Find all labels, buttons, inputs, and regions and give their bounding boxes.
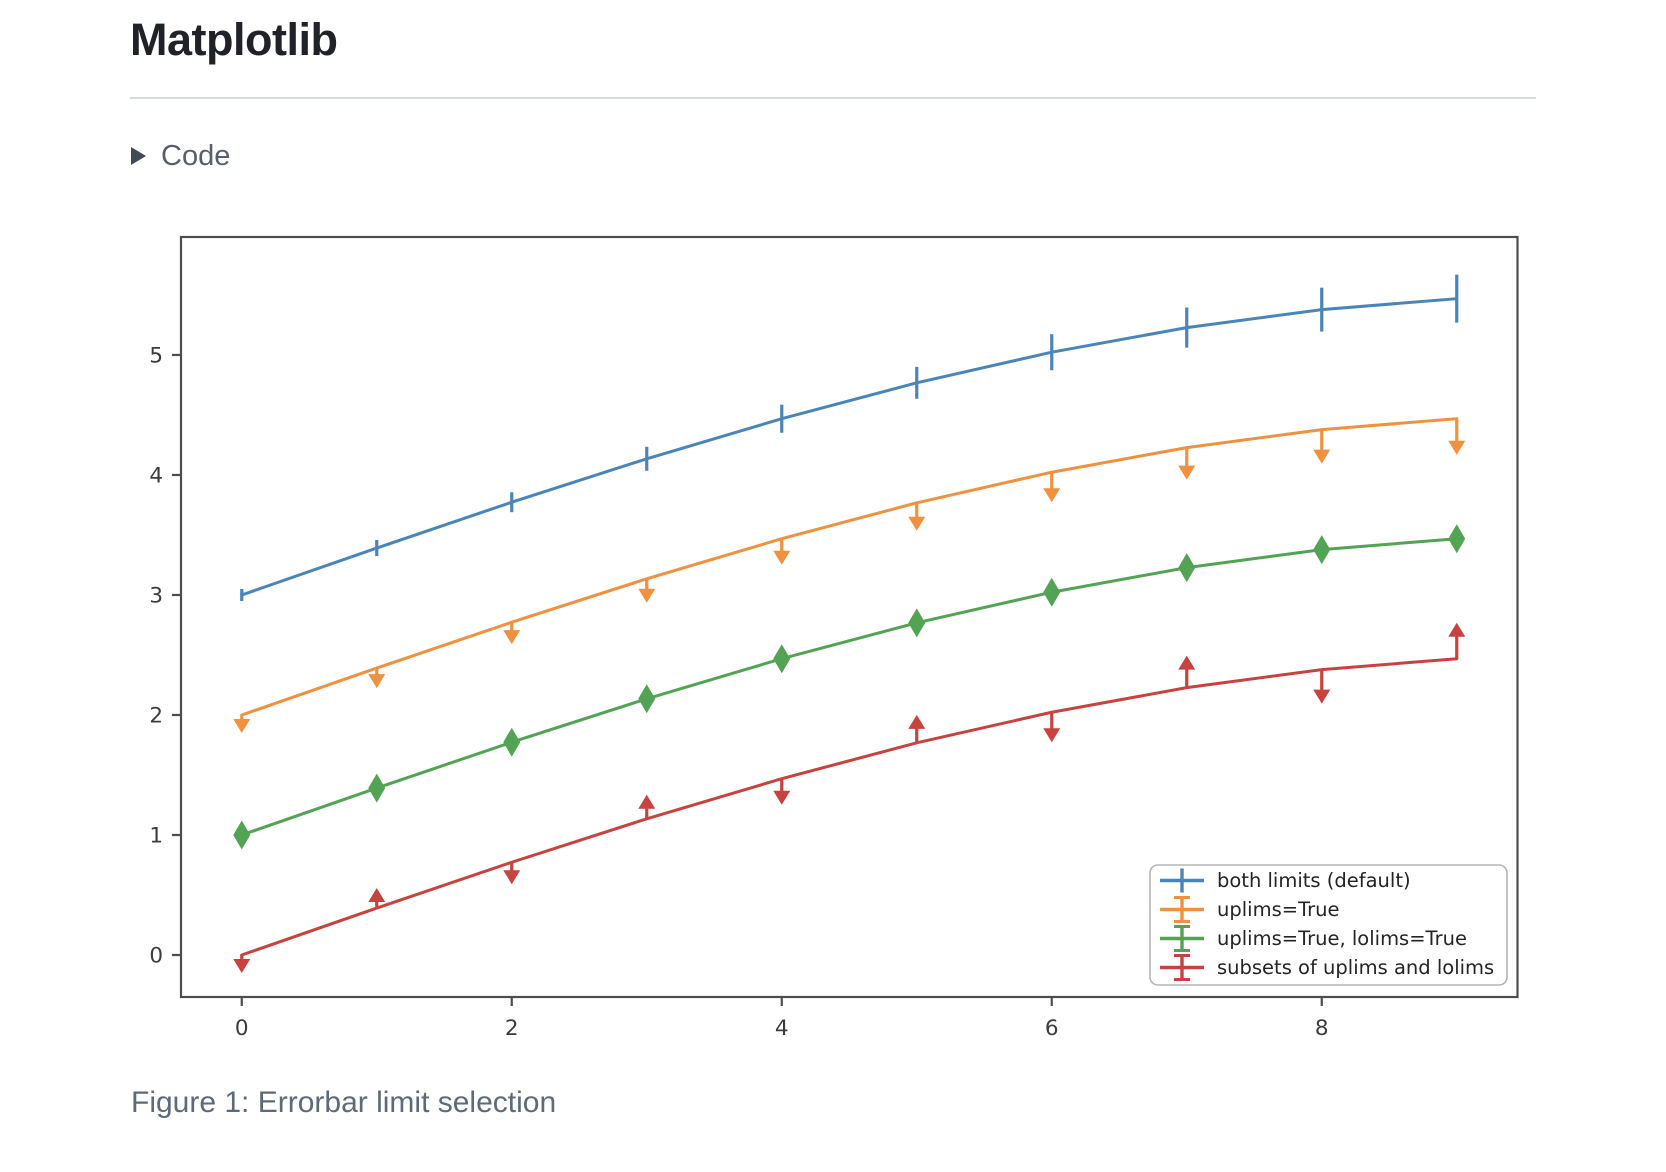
x-tick-label: 8 bbox=[1315, 1016, 1329, 1041]
diamond-marker bbox=[1043, 577, 1061, 607]
diamond-marker bbox=[908, 608, 926, 638]
legend-entry: subsets of uplims and lolims bbox=[1160, 954, 1494, 981]
figure-caption: Figure 1: Errorbar limit selection bbox=[131, 1086, 557, 1119]
down-arrow-icon bbox=[503, 870, 521, 885]
code-toggle-label: Code bbox=[161, 139, 231, 172]
down-arrow-icon bbox=[908, 516, 926, 531]
series-line bbox=[240, 537, 1459, 837]
y-axis: 0 1 2 3 4 5 bbox=[149, 343, 181, 968]
down-arrow-icon bbox=[773, 550, 791, 565]
legend-box bbox=[1149, 864, 1508, 986]
diamond-marker bbox=[1448, 524, 1466, 554]
diamond-marker bbox=[368, 773, 386, 803]
legend-label: uplims=True bbox=[1217, 898, 1339, 921]
x-tick-label: 2 bbox=[505, 1016, 519, 1041]
y-tick-label: 1 bbox=[149, 823, 163, 848]
code-toggle[interactable]: Code bbox=[131, 138, 230, 174]
down-arrow-icon bbox=[1313, 689, 1331, 704]
page-title: Matplotlib bbox=[130, 14, 338, 65]
x-tick-label: 4 bbox=[775, 1016, 789, 1041]
down-arrow-icon bbox=[368, 674, 386, 689]
y-tick-label: 4 bbox=[149, 463, 163, 488]
triangle-right-icon bbox=[131, 147, 146, 165]
legend: both limits (default) uplims=True uplims=T… bbox=[1149, 864, 1508, 986]
up-arrow-icon bbox=[638, 794, 656, 809]
down-arrow-icon bbox=[1043, 488, 1061, 503]
down-arrow-icon bbox=[773, 790, 791, 805]
x-axis: 0 2 4 6 8 bbox=[235, 997, 1329, 1041]
series-line bbox=[240, 417, 1459, 717]
up-arrow-icon bbox=[908, 714, 926, 729]
y-tick-label: 3 bbox=[149, 583, 163, 608]
legend-entry: both limits (default) bbox=[1160, 868, 1411, 893]
y-tick-label: 0 bbox=[149, 943, 163, 968]
diamond-marker bbox=[638, 684, 656, 714]
diamond-marker bbox=[233, 820, 251, 850]
plot-frame bbox=[179, 235, 1519, 999]
legend-entry: uplims=True bbox=[1160, 896, 1339, 923]
divider bbox=[130, 97, 1536, 99]
down-arrow-icon bbox=[1448, 440, 1466, 455]
x-tick-label: 6 bbox=[1045, 1016, 1059, 1041]
diamond-marker bbox=[773, 644, 791, 674]
legend-label: subsets of uplims and lolims bbox=[1217, 956, 1494, 979]
legend-label: both limits (default) bbox=[1217, 869, 1411, 892]
diamond-marker bbox=[503, 727, 521, 757]
diamond-marker bbox=[1178, 553, 1196, 583]
down-arrow-icon bbox=[638, 588, 656, 603]
down-arrow-icon bbox=[1313, 449, 1331, 464]
down-arrow-icon bbox=[1043, 728, 1061, 743]
x-tick-label: 0 bbox=[235, 1016, 249, 1041]
series-line bbox=[240, 657, 1459, 957]
y-tick-label: 2 bbox=[149, 703, 163, 728]
down-arrow-icon bbox=[503, 630, 521, 645]
down-arrow-icon bbox=[1178, 465, 1196, 480]
up-arrow-icon bbox=[368, 888, 386, 903]
down-arrow-icon bbox=[233, 958, 251, 973]
series-2 bbox=[233, 417, 1466, 733]
diamond-marker bbox=[1313, 535, 1331, 565]
y-tick-label: 5 bbox=[149, 343, 163, 368]
up-arrow-icon bbox=[1448, 622, 1466, 637]
series-3 bbox=[233, 524, 1466, 850]
legend-entry: uplims=True, lolims=True bbox=[1160, 925, 1467, 952]
series-line bbox=[240, 297, 1459, 597]
series-1 bbox=[240, 274, 1459, 601]
series-4 bbox=[233, 622, 1466, 973]
down-arrow-icon bbox=[233, 718, 251, 733]
up-arrow-icon bbox=[1178, 655, 1196, 670]
legend-label: uplims=True, lolims=True bbox=[1217, 927, 1467, 950]
